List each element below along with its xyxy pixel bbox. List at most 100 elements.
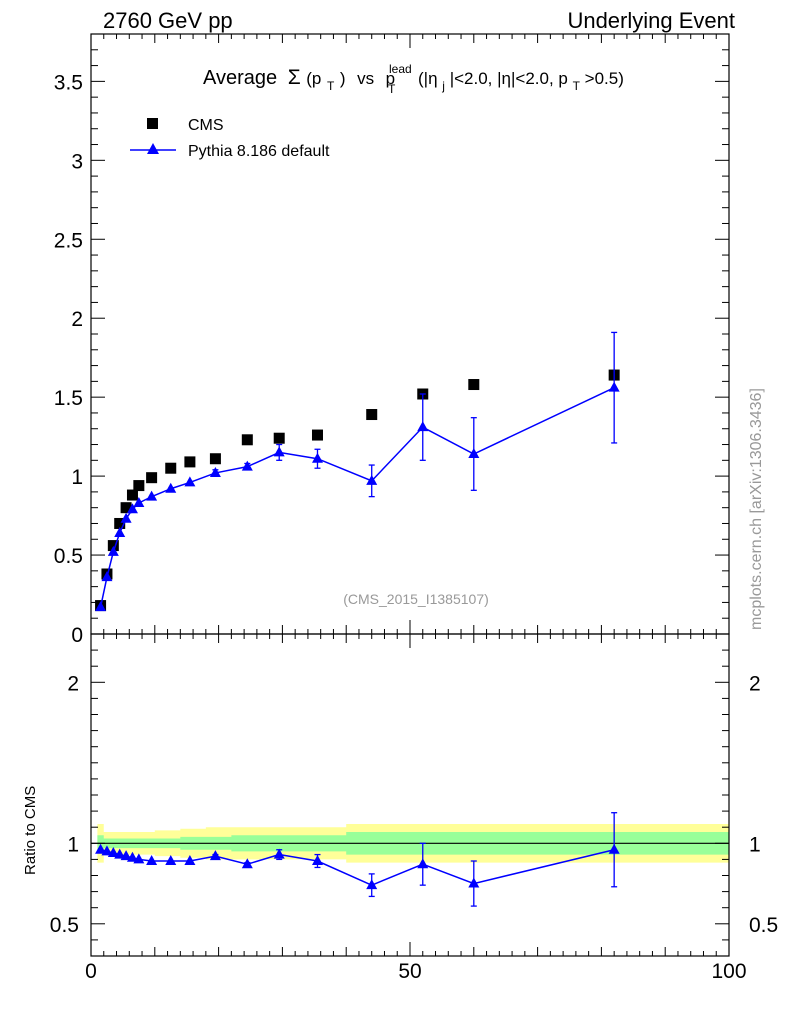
- legend: CMS Pythia 8.186 default: [130, 117, 330, 160]
- x-tick-label: 50: [398, 960, 421, 983]
- cms-point: [146, 472, 158, 484]
- main-panel: 0 0.5 1 1.5 2 2.5 3 3.5 (CMS_2015_I1385107) Ave…: [54, 33, 730, 647]
- mc-point: [126, 851, 138, 862]
- cms-point: [184, 456, 196, 468]
- mc-point: [241, 460, 253, 471]
- cms-point: [366, 409, 378, 421]
- mc-point: [133, 496, 145, 507]
- mc-point: [608, 381, 620, 392]
- mc-point: [184, 476, 196, 487]
- main-y-tick-label: 1: [71, 466, 83, 489]
- mc-point: [273, 848, 285, 859]
- mc-point: [608, 843, 620, 854]
- mc-point: [126, 503, 138, 514]
- title-lead-sup: lead: [389, 62, 412, 76]
- legend-cms-marker: [147, 118, 158, 129]
- mc-point: [146, 490, 158, 501]
- title-lead-sub: T: [388, 82, 396, 96]
- main-axis-ticks: [90, 33, 730, 635]
- mc-point: [114, 526, 126, 537]
- mc-point: [366, 474, 378, 485]
- cms-point: [107, 540, 119, 552]
- title-p: p: [386, 69, 395, 88]
- ratio-y-axis-title: Ratio to CMS: [22, 785, 39, 875]
- ratio-y-tick-label-left: 0.5: [50, 914, 79, 937]
- mc-point: [165, 855, 177, 866]
- mc-point: [468, 877, 480, 888]
- ratio-series-layer: [95, 812, 620, 907]
- ratio-x-tick-labels: 0 50 100: [85, 960, 746, 983]
- mc-point: [114, 848, 126, 859]
- title-eta-sub: j: [441, 79, 445, 93]
- mc-point: [311, 452, 323, 463]
- cms-point: [209, 453, 221, 465]
- cms-point: [468, 379, 480, 391]
- mc-point: [184, 855, 196, 866]
- title-vs: vs: [357, 69, 374, 88]
- title-eta-rest: |<2.0, |η|<2.0, p: [450, 69, 568, 88]
- mc-point: [95, 843, 107, 854]
- mc-point: [107, 846, 119, 857]
- main-series-layer: [95, 331, 620, 612]
- x-tick-label: 0: [85, 960, 97, 983]
- title-pt-close: ): [340, 69, 346, 88]
- x-tick-label: 100: [711, 960, 746, 983]
- header-left: 2760 GeV pp: [103, 8, 233, 33]
- mc-point: [366, 879, 378, 890]
- ratio-y-tick-label-right: 0.5: [749, 914, 778, 937]
- ratio-y-tick-label-left: 2: [67, 672, 79, 695]
- mc-point: [417, 858, 429, 869]
- title-sigma: Σ: [288, 66, 301, 89]
- main-y-tick-label: 1.5: [54, 387, 83, 410]
- header-right: Underlying Event: [567, 8, 735, 33]
- mc-point: [120, 512, 132, 523]
- mc-series-line: [99, 387, 615, 608]
- legend-mc-marker: [147, 143, 159, 154]
- mc-point: [165, 482, 177, 493]
- mc-point: [417, 421, 429, 432]
- source-side-label: mcplots.cern.ch [arXiv:1306.3436]: [748, 388, 765, 630]
- ratio-plot-frame: [90, 633, 730, 957]
- chart-title: Average Σ (p T ) vs p lead T (|η j |<2.0…: [203, 62, 624, 96]
- mc-point: [273, 446, 285, 457]
- cms-point: [165, 462, 177, 474]
- mc-point: [95, 601, 107, 612]
- main-y-tick-label: 3.5: [54, 71, 83, 94]
- main-y-tick-labels: 0 0.5 1 1.5 2 2.5 3 3.5: [54, 71, 83, 647]
- main-y-tick-label: 0: [71, 624, 83, 647]
- legend-cms-label: CMS: [188, 117, 224, 134]
- cms-point: [114, 517, 126, 529]
- cms-point: [120, 502, 132, 514]
- mc-point: [120, 850, 132, 861]
- title-pt-open: (p: [306, 69, 321, 88]
- mc-point: [241, 858, 253, 869]
- ratio-panel: 0.5 0.5 1 1 2 2 0 50 100: [50, 633, 778, 983]
- analysis-id: (CMS_2015_I1385107): [343, 591, 489, 607]
- main-y-tick-label: 2.5: [54, 229, 83, 252]
- mc-point: [101, 845, 113, 856]
- svg-text:Average Σ (p: Average Σ (p T ) vs p: [203, 66, 395, 95]
- mc-point: [468, 448, 480, 458]
- title-pt-cut: >0.5): [585, 69, 624, 88]
- mc-point: [146, 855, 158, 866]
- mc-point: [209, 466, 221, 477]
- mc-point: [209, 850, 221, 861]
- main-y-tick-label: 0.5: [54, 545, 83, 568]
- ratio-y-tick-labels: 0.5 0.5 1 1 2 2: [50, 672, 778, 937]
- cms-point: [126, 489, 138, 501]
- mc-point: [107, 545, 119, 556]
- main-y-tick-label: 2: [71, 308, 83, 331]
- main-y-tick-label: 3: [71, 150, 83, 173]
- title-eta-open: (|η: [418, 69, 438, 88]
- title-pt-sub: T: [327, 79, 335, 93]
- cms-point: [133, 480, 145, 492]
- ratio-axis-ticks: [90, 633, 730, 956]
- ratio-y-tick-label-left: 1: [67, 833, 79, 856]
- mc-point: [133, 853, 145, 864]
- main-plot-frame: [90, 33, 730, 635]
- svg-text:(|η j |<2.0, |: (|η j |<2.0, |η|<2.0, p T >0.5): [418, 69, 624, 94]
- ratio-y-tick-label-right: 1: [749, 833, 761, 856]
- cms-point: [273, 432, 285, 444]
- mc-point: [311, 855, 323, 866]
